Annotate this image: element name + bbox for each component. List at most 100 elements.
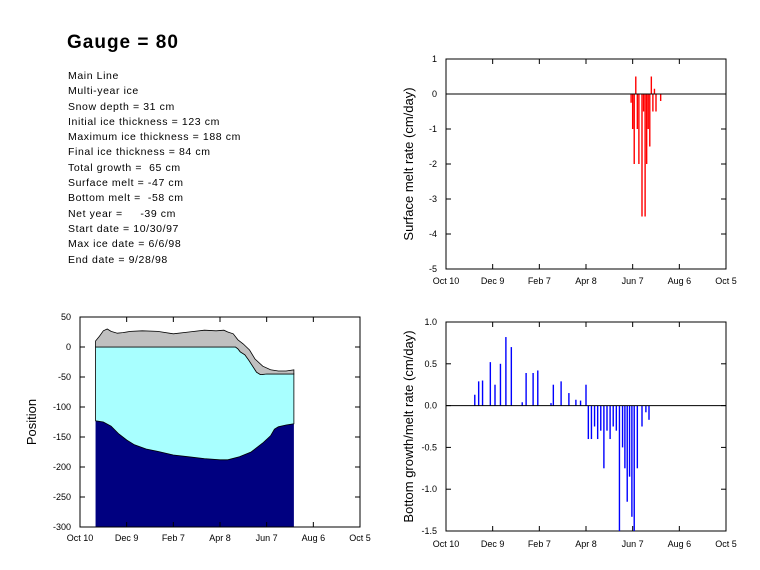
x-tick-label: Oct 10 (433, 276, 460, 286)
y-tick-label: 1 (432, 54, 437, 64)
info-line: Main Line (68, 70, 119, 82)
bar (590, 405, 593, 440)
bar (525, 372, 527, 406)
bar (653, 88, 656, 94)
bar (510, 347, 513, 406)
bar (631, 405, 633, 517)
info-line: Net year = -39 cm (68, 207, 177, 220)
x-tick-label: Oct 10 (67, 533, 94, 543)
info-line: Final ice thickness = 84 cm (68, 146, 211, 159)
bar (505, 337, 507, 406)
bar (645, 94, 648, 164)
bar (647, 94, 649, 129)
y-tick-label: -1.5 (421, 526, 437, 536)
x-tick-label: Apr 8 (575, 539, 597, 549)
bar (474, 394, 476, 406)
bar (636, 405, 639, 469)
bar (575, 399, 577, 406)
bar (631, 94, 634, 129)
bar (552, 384, 555, 406)
y-tick-label: -1 (429, 124, 437, 134)
info-line: Surface melt = -47 cm (68, 177, 184, 190)
bar (648, 405, 650, 420)
y-tick-label: -5 (429, 264, 437, 274)
bar (477, 381, 480, 406)
x-tick-label: Oct 10 (433, 539, 460, 549)
bar (644, 94, 646, 217)
y-tick-label: 1.0 (424, 317, 437, 327)
y-tick-label: 0.0 (424, 401, 437, 411)
bar (609, 405, 611, 440)
bar (636, 94, 639, 129)
water-area (95, 420, 294, 527)
y-tick-label: -250 (53, 492, 71, 502)
bar (638, 94, 640, 164)
bar (585, 384, 587, 406)
y-tick-label: -2 (429, 159, 437, 169)
bar (537, 370, 539, 406)
bar (596, 405, 599, 440)
snow-area (95, 328, 295, 376)
info-line: Start date = 10/30/97 (68, 222, 179, 235)
bar (600, 405, 602, 431)
info-line: Multi-year ice (68, 85, 139, 98)
bar (635, 76, 637, 94)
bar (606, 405, 608, 431)
x-tick-label: Feb 7 (528, 539, 551, 549)
bar (560, 381, 562, 406)
info-line: Maximum ice thickness = 188 cm (68, 131, 241, 144)
bar (624, 405, 626, 469)
y-tick-label: -0.5 (421, 442, 437, 452)
x-tick-label: Aug 6 (302, 533, 326, 543)
bar (494, 384, 496, 406)
info-line: Initial ice thickness = 123 cm (68, 115, 220, 128)
gauge-title: Gauge = 80 (67, 32, 179, 53)
x-tick-label: Jun 7 (622, 539, 644, 549)
y-tick-label: 50 (61, 312, 71, 322)
x-tick-label: Oct 5 (715, 276, 737, 286)
bar (633, 405, 635, 531)
bar (655, 94, 657, 112)
bar (642, 94, 645, 112)
y-tick-label: 0 (66, 342, 71, 352)
bar (618, 405, 621, 531)
bar (612, 405, 614, 427)
y-tick-label: -4 (429, 229, 437, 239)
x-tick-label: Oct 5 (715, 539, 737, 549)
x-tick-label: Oct 5 (349, 533, 371, 543)
x-tick-label: Feb 7 (528, 276, 551, 286)
bar (633, 94, 635, 164)
x-tick-label: Apr 8 (575, 276, 597, 286)
y-axis-label: Surface melt rate (cm/day) (401, 87, 416, 240)
bar (621, 405, 624, 448)
bar (626, 405, 628, 502)
x-tick-label: Dec 9 (481, 276, 505, 286)
bar (532, 372, 534, 406)
bar (550, 403, 552, 406)
info-line: Max ice date = 6/6/98 (68, 238, 182, 251)
bar (641, 405, 643, 427)
bar (489, 362, 492, 406)
bar (650, 76, 653, 94)
info-line: Bottom melt = -58 cm (68, 192, 184, 205)
bar (645, 405, 647, 413)
bar (628, 405, 631, 477)
x-tick-label: Feb 7 (162, 533, 185, 543)
y-tick-label: -100 (53, 402, 71, 412)
bar (481, 380, 484, 406)
bar (649, 94, 651, 147)
bar (587, 405, 590, 440)
y-tick-label: -1.0 (421, 484, 437, 494)
bar (615, 405, 618, 431)
info-list: Main Line Multi-year ice Snow depth = 31 c… (68, 69, 241, 268)
y-tick-label: -3 (429, 194, 437, 204)
y-tick-label: 0 (432, 89, 437, 99)
bar (579, 400, 582, 406)
bar (603, 405, 605, 469)
x-tick-label: Aug 6 (668, 276, 692, 286)
x-tick-label: Jun 7 (622, 276, 644, 286)
y-axis-label: Position (24, 399, 39, 445)
info-line: Snow depth = 31 cm (68, 100, 175, 113)
